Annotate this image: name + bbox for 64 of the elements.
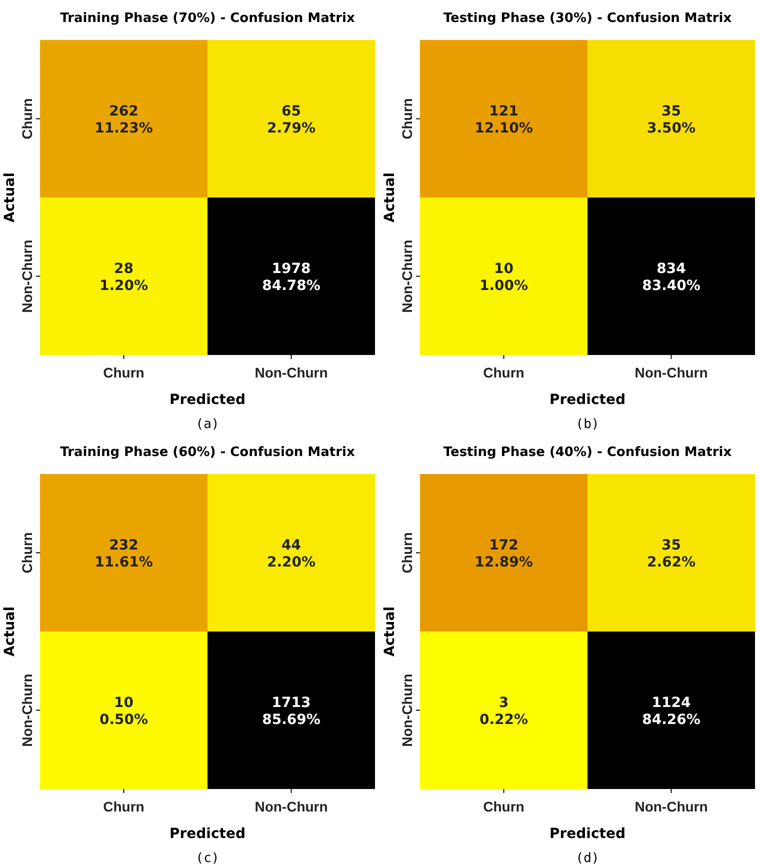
annotation: 2.79% [266, 120, 316, 136]
data-label: 172 [489, 537, 518, 554]
text: (d) [576, 851, 600, 866]
annotation: 0.50% [99, 712, 148, 728]
y-tick-label: Non-Churn [399, 240, 415, 313]
annotation: 1.20% [99, 278, 148, 294]
annotation: 83.40% [642, 278, 700, 294]
data-label: 1978 [272, 260, 311, 277]
annotation: 1.00% [479, 278, 528, 294]
x-axis-title: Predicted [170, 392, 246, 408]
y-tick-label: Non-Churn [19, 674, 35, 747]
data-label: 10 [494, 260, 514, 277]
data-label: 1124 [652, 694, 691, 711]
data-label: 65 [282, 103, 301, 120]
text: (c) [196, 851, 220, 866]
data-label: 232 [109, 537, 138, 554]
x-tick-label: Non-Churn [254, 798, 328, 814]
annotation: 2.20% [266, 554, 316, 570]
data-label: 1713 [272, 694, 311, 711]
annotation: 11.61% [94, 554, 153, 570]
data-label: 44 [282, 537, 302, 554]
y-axis-title: Actual [382, 606, 398, 657]
x-tick-label: Non-Churn [634, 798, 708, 814]
y-tick-label: Non-Churn [399, 674, 415, 747]
y-axis-title: Actual [2, 606, 18, 657]
x-axis-title: Predicted [550, 826, 626, 842]
x-tick-label: Non-Churn [634, 364, 708, 380]
data-label: 10 [114, 694, 134, 711]
annotation: 84.78% [262, 278, 320, 294]
y-tick-label: Non-Churn [19, 240, 35, 313]
y-axis-title: Actual [2, 172, 18, 223]
data-label: 121 [489, 103, 518, 120]
data-label: 35 [662, 103, 681, 120]
chart-title: Training Phase (70%) - Confusion Matrix [60, 11, 356, 26]
y-tick-label: Churn [19, 98, 35, 140]
text: (b) [576, 417, 600, 432]
x-tick-label: Churn [483, 364, 524, 380]
data-label: 35 [662, 537, 681, 554]
y-tick-label: Churn [399, 98, 415, 140]
y-tick-label: Churn [399, 532, 415, 574]
y-tick-label: Churn [19, 532, 35, 574]
data-label: 28 [114, 260, 134, 277]
text: (a) [196, 417, 220, 432]
annotation: 3.50% [646, 120, 696, 136]
chart-title: Training Phase (60%) - Confusion Matrix [60, 445, 356, 460]
data-label: 262 [109, 103, 138, 120]
annotation: 85.69% [262, 712, 320, 728]
y-axis-title: Actual [382, 172, 398, 223]
x-tick-label: Churn [103, 798, 144, 814]
x-tick-label: Churn [483, 798, 524, 814]
x-axis-title: Predicted [170, 826, 246, 842]
annotation: 12.10% [474, 120, 533, 136]
x-tick-label: Non-Churn [254, 364, 328, 380]
data-label: 834 [656, 260, 686, 277]
annotation: 0.22% [479, 712, 528, 728]
annotation: 84.26% [642, 712, 700, 728]
x-axis-title: Predicted [550, 392, 626, 408]
chart-title: Testing Phase (40%) - Confusion Matrix [443, 445, 732, 460]
annotation: 12.89% [474, 554, 533, 570]
annotation: 11.23% [94, 120, 153, 136]
annotation: 2.62% [646, 554, 696, 570]
data-label: 3 [498, 694, 509, 711]
x-tick-label: Churn [103, 364, 144, 380]
chart-title: Testing Phase (30%) - Confusion Matrix [443, 11, 732, 26]
